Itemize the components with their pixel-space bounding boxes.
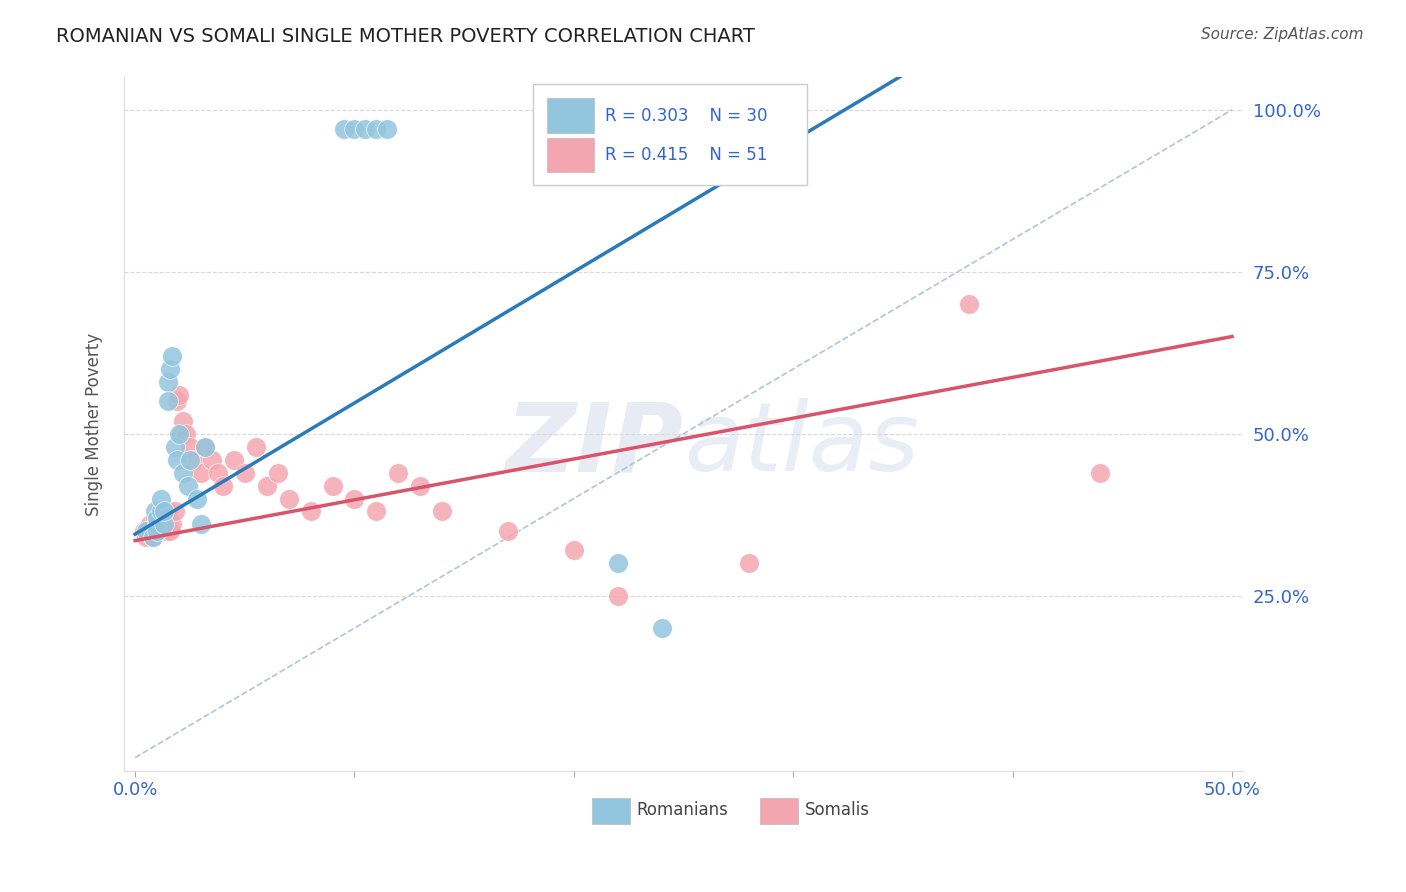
Point: [738, 556, 761, 570]
Point: [201, 452, 224, 467]
Point: [651, 621, 673, 635]
Y-axis label: Single Mother Poverty: Single Mother Poverty: [86, 333, 103, 516]
FancyBboxPatch shape: [547, 137, 595, 172]
Point: [190, 517, 212, 532]
Point: [167, 426, 190, 441]
Point: [156, 511, 179, 525]
Point: [132, 524, 155, 538]
Point: [186, 491, 208, 506]
Point: [222, 452, 245, 467]
Point: [156, 504, 179, 518]
Point: [332, 122, 354, 136]
Point: [150, 511, 173, 525]
Point: [163, 440, 186, 454]
Text: R = 0.303    N = 30: R = 0.303 N = 30: [605, 106, 768, 125]
Point: [135, 530, 157, 544]
Point: [156, 394, 179, 409]
Point: [146, 517, 169, 532]
FancyBboxPatch shape: [592, 798, 630, 824]
Point: [343, 122, 366, 136]
Point: [146, 517, 169, 532]
Point: [354, 122, 377, 136]
Point: [233, 466, 256, 480]
Point: [159, 524, 181, 538]
Text: R = 0.415    N = 51: R = 0.415 N = 51: [605, 146, 768, 164]
Point: [179, 440, 201, 454]
Point: [143, 511, 166, 525]
Point: [172, 466, 194, 480]
Point: [606, 556, 628, 570]
Point: [432, 504, 454, 518]
Point: [150, 504, 173, 518]
Point: [190, 466, 212, 480]
Point: [212, 478, 235, 492]
Point: [170, 426, 193, 441]
Text: Source: ZipAtlas.com: Source: ZipAtlas.com: [1201, 27, 1364, 42]
Point: [156, 375, 179, 389]
Text: Romanians: Romanians: [637, 801, 728, 819]
Point: [606, 589, 628, 603]
Point: [562, 543, 585, 558]
Point: [207, 466, 229, 480]
Point: [150, 491, 173, 506]
Point: [496, 524, 519, 538]
Point: [136, 524, 159, 538]
Point: [135, 524, 157, 538]
Point: [166, 394, 188, 409]
Text: ROMANIAN VS SOMALI SINGLE MOTHER POVERTY CORRELATION CHART: ROMANIAN VS SOMALI SINGLE MOTHER POVERTY…: [56, 27, 755, 45]
Point: [366, 122, 388, 136]
Point: [179, 452, 201, 467]
Text: Somalis: Somalis: [804, 801, 869, 819]
Point: [152, 504, 174, 518]
Point: [142, 530, 165, 544]
FancyBboxPatch shape: [547, 98, 595, 133]
Point: [148, 524, 170, 538]
Text: atlas: atlas: [683, 399, 918, 491]
Point: [162, 349, 184, 363]
Point: [409, 478, 432, 492]
Point: [174, 426, 197, 441]
Point: [322, 478, 344, 492]
Point: [143, 504, 166, 518]
Point: [139, 517, 162, 532]
Point: [256, 478, 278, 492]
Point: [146, 511, 169, 525]
Point: [172, 414, 194, 428]
Point: [152, 517, 174, 532]
Point: [183, 452, 205, 467]
Point: [1090, 466, 1112, 480]
Point: [377, 122, 399, 136]
Point: [245, 440, 267, 454]
Text: ZIP: ZIP: [506, 399, 683, 491]
Point: [194, 440, 217, 454]
Point: [166, 452, 188, 467]
Point: [277, 491, 299, 506]
Point: [167, 388, 190, 402]
Point: [177, 478, 200, 492]
FancyBboxPatch shape: [533, 85, 807, 185]
Point: [299, 504, 322, 518]
Point: [957, 297, 980, 311]
Point: [150, 524, 173, 538]
Point: [159, 362, 181, 376]
FancyBboxPatch shape: [759, 798, 797, 824]
Point: [148, 504, 170, 518]
Point: [194, 440, 217, 454]
Point: [142, 530, 165, 544]
Point: [146, 511, 169, 525]
Point: [152, 517, 174, 532]
Point: [366, 504, 388, 518]
Point: [267, 466, 290, 480]
Point: [155, 524, 177, 538]
Point: [343, 491, 366, 506]
Point: [162, 517, 184, 532]
Point: [146, 524, 169, 538]
Point: [387, 466, 409, 480]
Point: [163, 504, 186, 518]
Point: [152, 504, 174, 518]
